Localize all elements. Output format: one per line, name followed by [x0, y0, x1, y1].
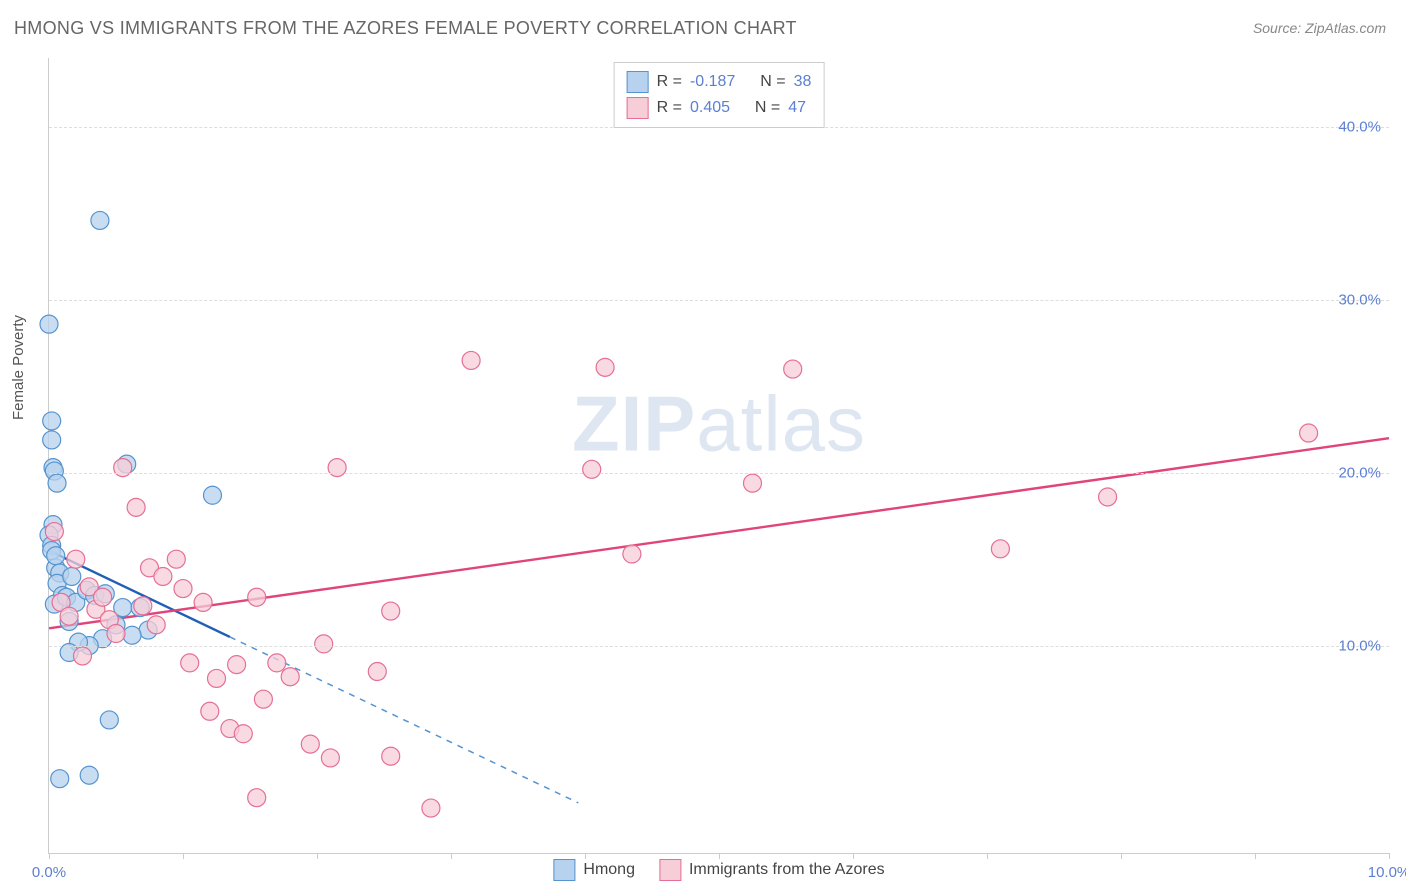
data-point [48, 474, 66, 492]
x-tick [987, 853, 988, 859]
data-point [321, 749, 339, 767]
data-point [991, 540, 1009, 558]
data-point [147, 616, 165, 634]
data-point [228, 656, 246, 674]
x-tick [183, 853, 184, 859]
legend-swatch-hmong [553, 859, 575, 881]
data-point [45, 523, 63, 541]
data-point [248, 789, 266, 807]
data-point [382, 747, 400, 765]
n-label: N = [755, 95, 780, 121]
data-point [63, 567, 81, 585]
data-point [234, 725, 252, 743]
data-point [181, 654, 199, 672]
legend-swatch-hmong [627, 71, 649, 93]
data-point [127, 498, 145, 516]
x-tick [49, 853, 50, 859]
data-point [208, 669, 226, 687]
data-point [123, 626, 141, 644]
data-point [784, 360, 802, 378]
data-point [114, 459, 132, 477]
x-tick [585, 853, 586, 859]
data-point [422, 799, 440, 817]
data-point [1300, 424, 1318, 442]
data-point [67, 550, 85, 568]
legend-swatch-azores [627, 97, 649, 119]
scatter-chart: ZIPatlas R = -0.187 N = 38 R = 0.405 N =… [48, 58, 1389, 854]
data-point [74, 647, 92, 665]
legend-swatch-azores [659, 859, 681, 881]
x-tick [1255, 853, 1256, 859]
x-tick [451, 853, 452, 859]
data-point [744, 474, 762, 492]
x-tick-label: 10.0% [1368, 864, 1406, 881]
n-label: N = [760, 69, 785, 95]
n-value: 47 [788, 95, 806, 121]
r-label: R = [657, 69, 682, 95]
data-point [281, 668, 299, 686]
r-value: -0.187 [690, 69, 735, 95]
data-point [43, 431, 61, 449]
legend-row: R = 0.405 N = 47 [627, 95, 812, 121]
data-point [60, 607, 78, 625]
data-point [368, 663, 386, 681]
data-point [1099, 488, 1117, 506]
legend-item: Immigrants from the Azores [659, 859, 885, 881]
data-point [194, 593, 212, 611]
x-tick [1389, 853, 1390, 859]
data-point [107, 625, 125, 643]
legend-label: Immigrants from the Azores [689, 861, 885, 879]
data-point [583, 460, 601, 478]
x-tick [317, 853, 318, 859]
data-point [203, 486, 221, 504]
y-axis-label: Female Poverty [10, 315, 27, 420]
data-point [154, 567, 172, 585]
data-point [167, 550, 185, 568]
y-tick-label: 30.0% [1338, 291, 1381, 308]
data-point [328, 459, 346, 477]
correlation-legend: R = -0.187 N = 38 R = 0.405 N = 47 [614, 62, 825, 128]
x-tick [719, 853, 720, 859]
gridline [49, 646, 1389, 647]
x-tick [853, 853, 854, 859]
r-value: 0.405 [690, 95, 730, 121]
x-tick [1121, 853, 1122, 859]
data-point [201, 702, 219, 720]
data-point [91, 211, 109, 229]
y-tick-label: 20.0% [1338, 464, 1381, 481]
data-point [254, 690, 272, 708]
legend-item: Hmong [553, 859, 635, 881]
legend-row: R = -0.187 N = 38 [627, 69, 812, 95]
data-point [623, 545, 641, 563]
data-point [40, 315, 58, 333]
data-point [94, 588, 112, 606]
y-tick-label: 10.0% [1338, 637, 1381, 654]
chart-title: HMONG VS IMMIGRANTS FROM THE AZORES FEMA… [14, 18, 797, 39]
legend-label: Hmong [583, 861, 635, 879]
data-point [43, 412, 61, 430]
gridline [49, 473, 1389, 474]
data-point [268, 654, 286, 672]
data-point [100, 711, 118, 729]
data-point [315, 635, 333, 653]
data-point [174, 580, 192, 598]
data-point [596, 358, 614, 376]
n-value: 38 [794, 69, 812, 95]
data-point [47, 547, 65, 565]
data-point [462, 351, 480, 369]
data-point [382, 602, 400, 620]
x-tick-label: 0.0% [32, 864, 66, 881]
data-point [248, 588, 266, 606]
source-credit: Source: ZipAtlas.com [1253, 20, 1386, 36]
y-tick-label: 40.0% [1338, 119, 1381, 136]
gridline [49, 300, 1389, 301]
data-point [51, 770, 69, 788]
data-point [134, 597, 152, 615]
data-point [301, 735, 319, 753]
data-point [80, 766, 98, 784]
r-label: R = [657, 95, 682, 121]
series-legend: Hmong Immigrants from the Azores [553, 859, 884, 881]
plot-svg [49, 58, 1389, 853]
